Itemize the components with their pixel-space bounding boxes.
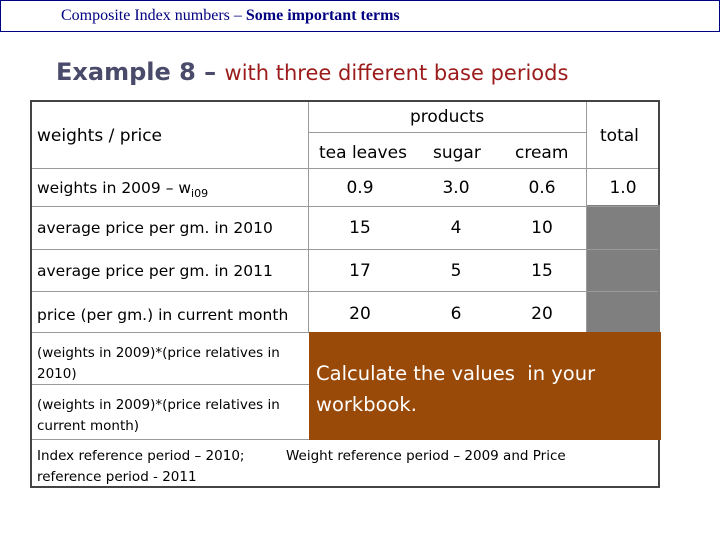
cell-pricecurrent-cream: 20 xyxy=(531,304,553,324)
grid-line xyxy=(32,249,658,250)
formula-row-2010: (weights in 2009)*(price relatives in 20… xyxy=(37,345,280,382)
instruction-callout: Calculate the values in your workbook. xyxy=(309,332,661,440)
formula-row-current: (weights in 2009)*(price relatives in cu… xyxy=(37,397,280,434)
footer-index-reference: Index reference period – 2010; reference… xyxy=(37,448,245,485)
row-label-price-current: price (per gm.) in current month xyxy=(37,306,289,324)
footer-weight-reference: Weight reference period – 2009 and Price xyxy=(286,448,566,464)
subtitle-detail: with three different base periods xyxy=(224,61,569,85)
cell-price2011-cream: 15 xyxy=(531,261,553,281)
grid-line xyxy=(586,102,587,332)
cell-price2011-sugar: 5 xyxy=(450,261,462,281)
slide-subtitle: Example 8 – with three different base pe… xyxy=(56,58,568,86)
cell-price2010-sugar: 4 xyxy=(450,218,462,238)
cell-weight-cream: 0.6 xyxy=(528,178,556,198)
grid-line xyxy=(32,206,658,207)
row-label-weights-2009: weights in 2009 – wi09 xyxy=(37,179,208,200)
header-title-part2: Some important terms xyxy=(245,7,400,24)
cell-price2011-tea: 17 xyxy=(349,261,371,281)
header-title-part1: Composite Index numbers – xyxy=(61,7,246,24)
table-corner-label: weights / price xyxy=(37,126,163,146)
row-label-weights-subscript: i09 xyxy=(191,187,209,201)
grid-line xyxy=(308,102,309,332)
callout-text: Calculate the values in your workbook. xyxy=(316,362,596,416)
grid-line xyxy=(32,384,309,385)
cell-price2010-cream: 10 xyxy=(531,218,553,238)
header-bar: Composite Index numbers – Some important… xyxy=(0,0,720,32)
products-group-header: products xyxy=(410,107,485,127)
total-placeholder-block xyxy=(586,205,660,333)
cell-pricecurrent-sugar: 6 xyxy=(450,304,462,324)
row-label-weights-text: weights in 2009 – w xyxy=(37,179,192,197)
column-header-total: total xyxy=(600,126,639,146)
grid-line xyxy=(32,168,658,169)
cell-weight-total: 1.0 xyxy=(609,178,637,198)
slide-header-title: Composite Index numbers – Some important… xyxy=(61,7,400,25)
cell-weight-sugar: 3.0 xyxy=(442,178,470,198)
cell-weight-tea: 0.9 xyxy=(346,178,374,198)
grid-line xyxy=(308,132,586,133)
row-label-price-2010: average price per gm. in 2010 xyxy=(37,219,273,237)
cell-pricecurrent-tea: 20 xyxy=(349,304,371,324)
column-header-cream: cream xyxy=(515,143,569,163)
column-header-tea-leaves: tea leaves xyxy=(319,143,407,163)
subtitle-main: Example 8 – xyxy=(56,58,225,86)
row-label-price-2011: average price per gm. in 2011 xyxy=(37,262,273,280)
grid-line xyxy=(32,291,658,292)
column-header-sugar: sugar xyxy=(433,143,481,163)
cell-price2010-tea: 15 xyxy=(349,218,371,238)
